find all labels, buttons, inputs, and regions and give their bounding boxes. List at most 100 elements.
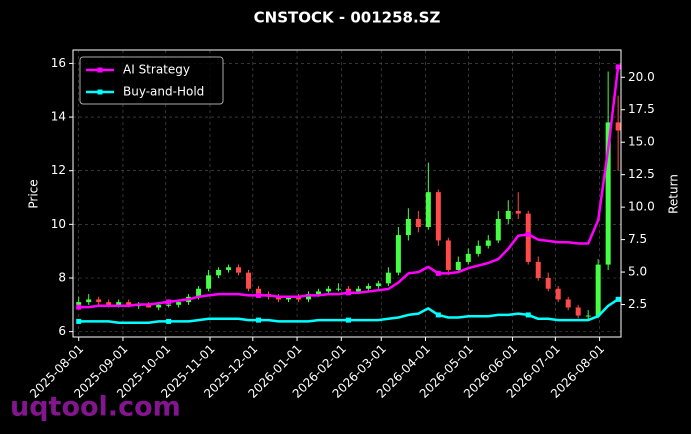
y-tick-label: 14 [51,110,66,124]
candle [206,269,212,292]
line-marker [76,304,82,310]
candle [425,162,431,230]
watermark: uqtool.com [10,392,181,423]
candle-body [425,192,431,228]
candle-body [385,272,391,284]
candle-body [216,269,222,276]
candle-body [116,302,122,305]
candle [375,280,381,289]
candle-body [445,240,451,270]
candle-body [505,210,511,219]
candle-body [435,192,441,241]
candle [605,71,611,270]
candle-body [535,261,541,278]
candle-body [545,277,551,289]
y-tick-label: 12 [51,163,66,177]
candle-body [126,302,132,307]
candle [236,264,242,276]
candle-body [485,240,491,246]
candle [86,294,92,305]
candle-body [146,304,152,308]
candle [405,208,411,241]
candle-body [345,288,351,292]
candle-body [106,302,112,305]
line-marker [345,290,351,296]
candle-body [285,296,291,300]
candle [575,304,581,319]
line-marker [435,270,441,276]
candle-body [595,264,601,316]
line-marker [256,292,262,298]
candle-body [325,288,331,292]
candle-body [295,296,301,300]
y-tick-label: 16 [51,56,66,70]
candle [415,210,421,233]
y-tick-label: 10 [51,217,66,231]
candle-body [565,299,571,308]
y-tick-label: 8 [58,270,66,284]
candle-body [305,294,311,300]
candle [505,200,511,225]
candle-body [335,288,341,290]
candle-body [465,253,471,262]
candle [435,189,441,246]
line-marker [166,318,172,324]
candle [156,303,162,311]
candle-body [525,213,531,262]
legend-label: AI Strategy [123,63,190,77]
y2-tick-label: 12.5 [628,167,655,181]
candle-body [455,261,461,270]
candle [385,267,391,287]
candle [495,210,501,244]
y2-tick-label: 5.0 [628,265,647,279]
candle-body [475,245,481,254]
legend-marker [97,89,103,95]
candle-body [375,283,381,287]
candle-body [176,302,182,305]
candle [525,210,531,265]
candle [595,259,601,319]
candle-body [236,267,242,273]
candle-body [76,302,82,305]
candle [96,296,102,305]
y-axis-label: Price [27,179,41,208]
candle [615,95,621,171]
y2-tick-label: 15.0 [628,135,655,149]
candle [455,256,461,273]
candle-body [605,122,611,265]
candle [475,240,481,257]
candle [565,296,571,311]
candle-body [196,288,202,297]
candle-body [365,286,371,289]
candle [295,294,301,303]
candle-body [226,267,232,270]
candle-body [575,307,581,316]
candle [325,286,331,295]
y2-tick-label: 17.5 [628,102,655,116]
y2-axis-label: Return [667,174,681,214]
line-marker [525,231,531,237]
y2-tick-label: 10.0 [628,200,655,214]
legend-marker [97,67,103,73]
chart-title: CNSTOCK - 001258.SZ [254,9,441,27]
candle-body [166,304,172,306]
candle-body [395,235,401,273]
line-marker [256,317,262,323]
candle [365,283,371,292]
legend: AI Strategy Buy-and-Hold [79,56,224,105]
candle [485,235,491,249]
candle-body [96,299,102,303]
y2-tick-label: 20.0 [628,70,655,84]
candle [535,256,541,281]
candle-body [415,218,421,228]
y-tick-label: 6 [58,324,66,338]
candle-body [555,288,561,300]
candle [305,291,311,303]
candle-body [276,296,281,300]
line-marker [435,312,441,318]
line-marker [76,318,82,324]
line-marker [615,296,621,302]
candle-body [515,210,521,214]
plot-frame [72,49,622,338]
